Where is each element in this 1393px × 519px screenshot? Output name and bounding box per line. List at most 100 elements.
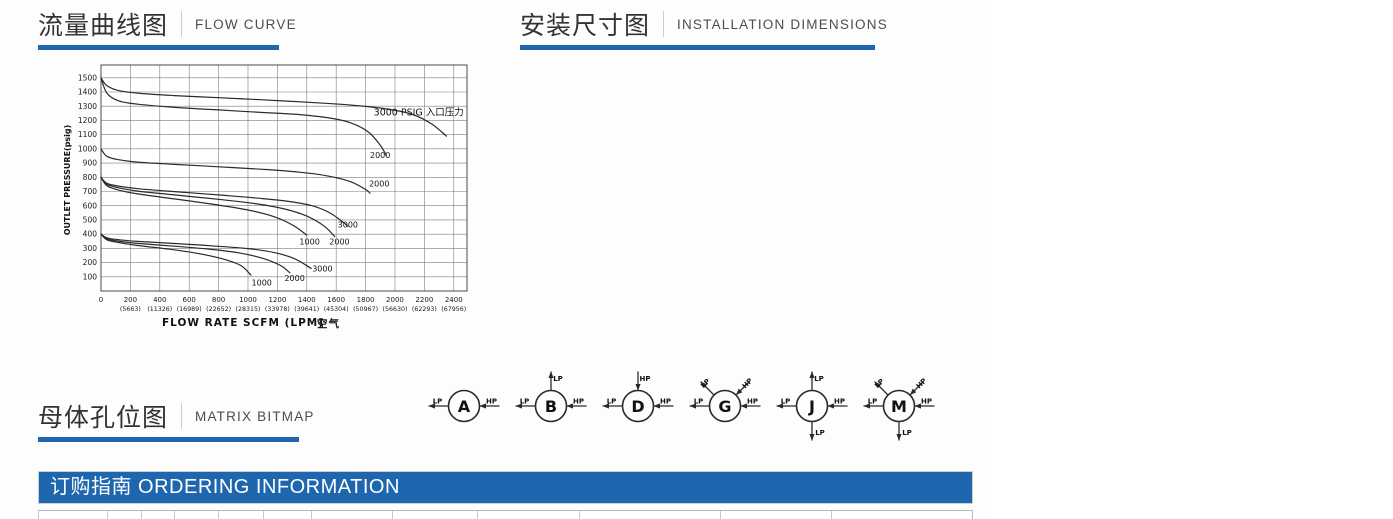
matrix-title-zh: 母体孔位图 <box>38 404 169 432</box>
svg-text:J: J <box>808 397 815 416</box>
installation-title-zh: 安装尺寸图 <box>520 12 651 40</box>
flow-curve-title-en: FLOW CURVE <box>195 16 297 32</box>
svg-text:(56630): (56630) <box>382 306 407 313</box>
table-column-divider <box>392 511 393 519</box>
svg-text:0: 0 <box>99 296 103 304</box>
svg-text:1400: 1400 <box>78 88 97 97</box>
svg-text:LP: LP <box>699 377 711 389</box>
svg-text:HP: HP <box>486 398 497 406</box>
svg-text:LP: LP <box>607 398 617 406</box>
svg-text:LP: LP <box>694 398 704 406</box>
header-divider <box>663 11 665 37</box>
svg-text:300: 300 <box>83 244 98 253</box>
table-column-divider <box>311 511 312 519</box>
flow-curve-header: 流量曲线图 FLOW CURVE <box>38 6 297 50</box>
svg-text:2000: 2000 <box>284 274 304 283</box>
svg-text:2000: 2000 <box>369 180 389 189</box>
header-accent-bar <box>38 45 279 50</box>
port-diagram-J: J LP LP LP HP <box>772 362 852 447</box>
svg-text:LP: LP <box>868 398 878 406</box>
table-column-divider <box>263 511 264 519</box>
svg-text:1000: 1000 <box>252 278 272 287</box>
svg-text:LP: LP <box>553 375 563 383</box>
svg-text:600: 600 <box>183 296 196 304</box>
svg-text:800: 800 <box>212 296 225 304</box>
svg-text:D: D <box>631 397 644 416</box>
table-column-divider <box>174 511 175 519</box>
svg-text:700: 700 <box>83 187 98 196</box>
table-column-divider <box>218 511 219 519</box>
svg-text:1800: 1800 <box>357 296 375 304</box>
svg-text:900: 900 <box>83 159 98 168</box>
content-area: 流量曲线图 FLOW CURVE 安装尺寸图 INSTALLATION DIME… <box>38 6 973 519</box>
svg-text:3000: 3000 <box>338 220 358 229</box>
svg-text:1000: 1000 <box>299 237 319 246</box>
installation-title-en: INSTALLATION DIMENSIONS <box>677 16 888 32</box>
svg-text:1200: 1200 <box>268 296 286 304</box>
svg-text:1300: 1300 <box>78 102 97 111</box>
port-diagram-D: D HP LP HP <box>598 362 678 447</box>
svg-text:2000: 2000 <box>386 296 404 304</box>
svg-text:LP: LP <box>902 429 912 437</box>
svg-text:(39641): (39641) <box>294 306 319 313</box>
header-accent-bar <box>520 45 875 50</box>
ordering-information-banner: 订购指南 ORDERING INFORMATION <box>38 471 973 504</box>
svg-text:800: 800 <box>83 173 98 182</box>
port-diagram-G: G LP HP LP HP <box>685 362 765 447</box>
svg-text:A: A <box>458 397 471 416</box>
installation-dimensions-header: 安装尺寸图 INSTALLATION DIMENSIONS <box>520 6 888 50</box>
port-diagram-M: M LP HP LP LP HP <box>859 362 939 447</box>
header-divider <box>181 11 183 37</box>
svg-text:2400: 2400 <box>445 296 463 304</box>
matrix-bitmap-header: 母体孔位图 MATRIX BITMAP <box>38 398 315 442</box>
svg-text:LP: LP <box>520 398 530 406</box>
flow-curve-title-zh: 流量曲线图 <box>38 12 169 40</box>
svg-text:1100: 1100 <box>78 130 97 139</box>
header-accent-bar <box>38 437 299 442</box>
svg-text:(28315): (28315) <box>236 306 261 313</box>
svg-text:OUTLET PRESSURE(psig): OUTLET PRESSURE(psig) <box>63 125 72 236</box>
svg-text:(45304): (45304) <box>324 306 349 313</box>
svg-text:LP: LP <box>781 398 791 406</box>
svg-text:HP: HP <box>573 398 584 406</box>
svg-text:空气: 空气 <box>317 317 340 330</box>
svg-text:LP: LP <box>873 377 885 389</box>
svg-text:(33978): (33978) <box>265 306 290 313</box>
header-divider <box>181 403 183 429</box>
svg-text:1000: 1000 <box>78 144 97 153</box>
svg-text:(67956): (67956) <box>441 306 466 313</box>
svg-text:400: 400 <box>153 296 166 304</box>
svg-text:HP: HP <box>747 398 758 406</box>
svg-text:2000: 2000 <box>329 237 349 246</box>
svg-text:(16989): (16989) <box>177 306 202 313</box>
table-column-divider <box>107 511 108 519</box>
svg-text:1600: 1600 <box>327 296 345 304</box>
flow-curve-chart: 100 200 300 400 500 600 700 800 900 1000 1100 1200 1… <box>63 64 468 330</box>
svg-text:G: G <box>718 397 731 416</box>
svg-text:LP: LP <box>433 398 443 406</box>
svg-text:500: 500 <box>83 216 98 225</box>
ordering-table-stub <box>38 510 973 519</box>
svg-text:1000: 1000 <box>239 296 257 304</box>
svg-text:LP: LP <box>815 429 825 437</box>
svg-text:B: B <box>545 397 557 416</box>
svg-text:2000: 2000 <box>370 151 390 160</box>
svg-text:3000: 3000 <box>312 265 332 274</box>
svg-text:LP: LP <box>814 375 824 383</box>
svg-text:200: 200 <box>83 258 98 267</box>
port-diagram-A: A LP HP <box>424 362 504 447</box>
svg-text:(11326): (11326) <box>147 306 172 313</box>
svg-text:(62293): (62293) <box>412 306 437 313</box>
svg-text:200: 200 <box>124 296 137 304</box>
matrix-title-en: MATRIX BITMAP <box>195 408 315 424</box>
svg-text:(5663): (5663) <box>120 306 141 313</box>
svg-text:400: 400 <box>83 230 98 239</box>
svg-text:HP: HP <box>921 398 932 406</box>
svg-text:M: M <box>891 397 907 416</box>
svg-text:2200: 2200 <box>415 296 433 304</box>
svg-text:1200: 1200 <box>78 116 97 125</box>
svg-text:3000 PSIG 入口压力: 3000 PSIG 入口压力 <box>374 106 464 118</box>
table-column-divider <box>477 511 478 519</box>
svg-text:HP: HP <box>660 398 671 406</box>
